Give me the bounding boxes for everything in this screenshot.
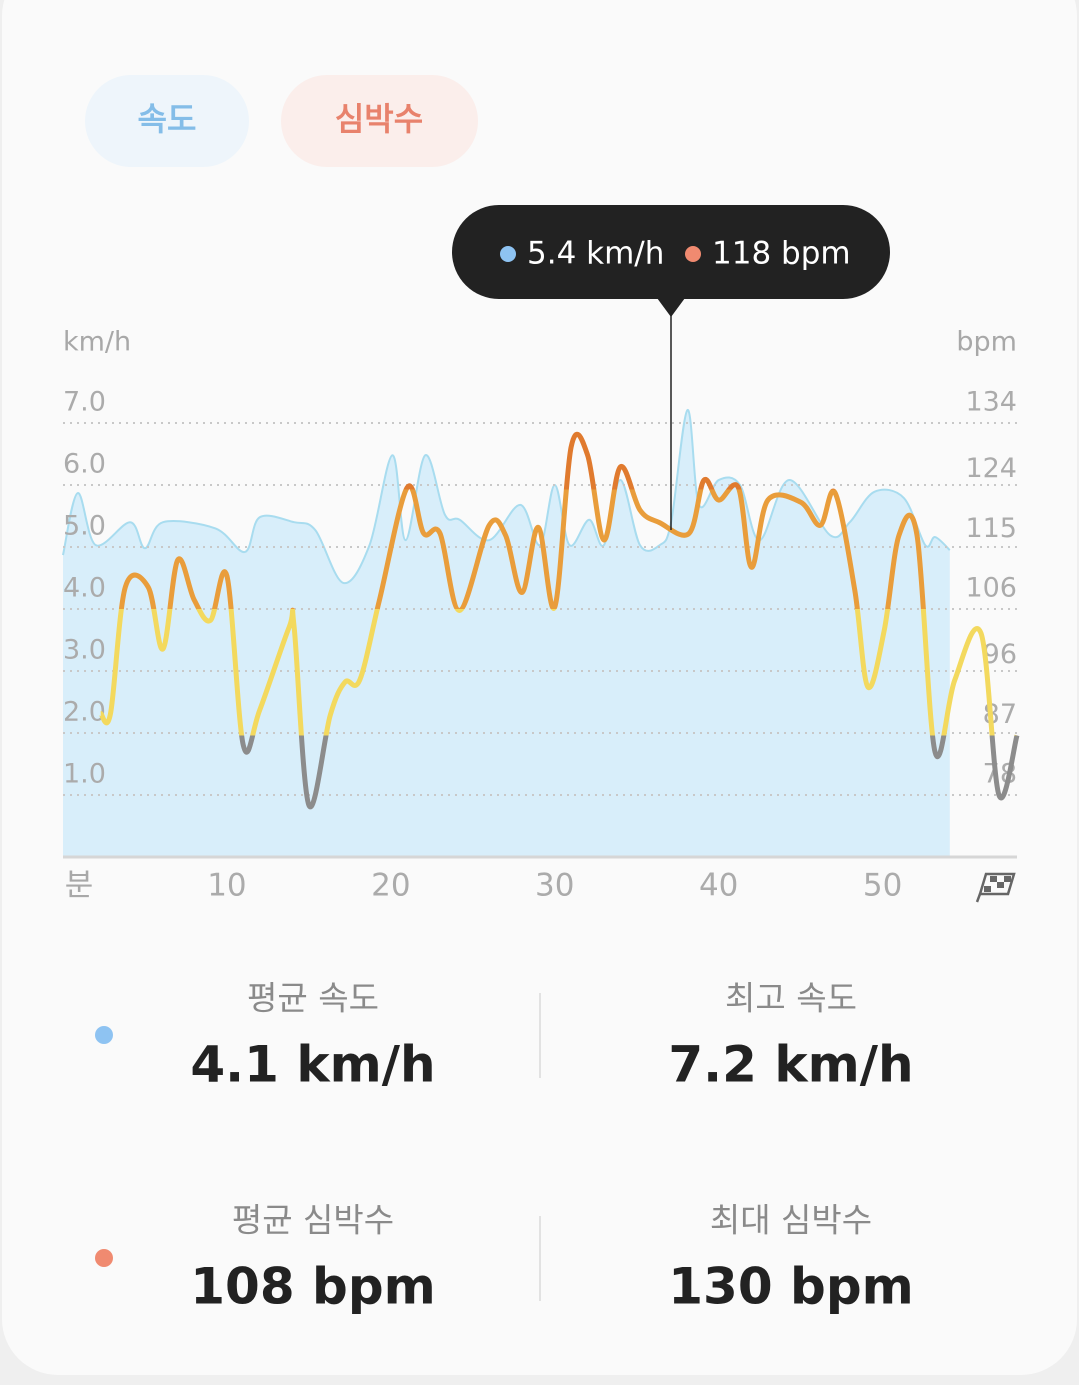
y-axis-label: km/h xyxy=(63,327,131,358)
y2-axis-label: bpm xyxy=(956,327,1017,358)
speed-area xyxy=(63,409,950,857)
x-tick-label: 20 xyxy=(371,868,410,904)
x-axis-label: 분 xyxy=(65,868,94,904)
heart-rate-line xyxy=(98,431,1020,810)
speed-legend-dot xyxy=(95,1026,113,1044)
speed-line xyxy=(62,408,951,584)
y2-tick-label: 115 xyxy=(965,513,1017,544)
stat-value: 130 bpm xyxy=(668,1258,913,1316)
heart-dot xyxy=(685,246,701,262)
heart-legend-dot xyxy=(95,1249,113,1267)
y2-tick-label: 106 xyxy=(965,573,1017,604)
tooltip-speed: 5.4 km/h xyxy=(527,236,664,272)
y-tick-label: 5.0 xyxy=(63,511,106,542)
speed-dot xyxy=(500,246,516,262)
x-tick-label: 10 xyxy=(207,868,246,904)
stat-label: 평균 심박수 xyxy=(232,1201,394,1240)
tooltip-pointer xyxy=(657,298,685,317)
y2-tick-label: 134 xyxy=(965,387,1017,418)
y-tick-label: 7.0 xyxy=(63,387,106,418)
finish-flag xyxy=(975,872,1016,903)
y-tick-label: 4.0 xyxy=(63,573,106,604)
stat-value: 108 bpm xyxy=(190,1258,435,1316)
y-tick-label: 3.0 xyxy=(63,635,106,666)
heart-tab-label[interactable]: 심박수 xyxy=(335,100,423,138)
stat-label: 최고 속도 xyxy=(725,979,857,1018)
y-tick-label: 6.0 xyxy=(63,449,106,480)
x-tick-label: 50 xyxy=(863,868,902,904)
plot: km/h bpm분1.02.03.04.05.06.07.078879610611… xyxy=(62,327,1020,904)
heart-tab[interactable] xyxy=(281,75,478,167)
stat-label: 평균 속도 xyxy=(247,979,379,1018)
stat-value: 7.2 km/h xyxy=(668,1036,913,1094)
stat-value: 4.1 km/h xyxy=(190,1036,435,1094)
stat-label: 최대 심박수 xyxy=(710,1201,872,1240)
y2-tick-label: 124 xyxy=(965,453,1017,484)
tooltip xyxy=(452,205,890,299)
y-tick-label: 2.0 xyxy=(63,697,106,728)
speed-tab[interactable] xyxy=(85,75,249,167)
y-tick-label: 1.0 xyxy=(63,759,106,790)
x-tick-label: 30 xyxy=(535,868,574,904)
speed-tab-label[interactable]: 속도 xyxy=(138,100,197,138)
tooltip-heart: 118 bpm xyxy=(712,236,851,272)
x-tick-label: 40 xyxy=(699,868,738,904)
